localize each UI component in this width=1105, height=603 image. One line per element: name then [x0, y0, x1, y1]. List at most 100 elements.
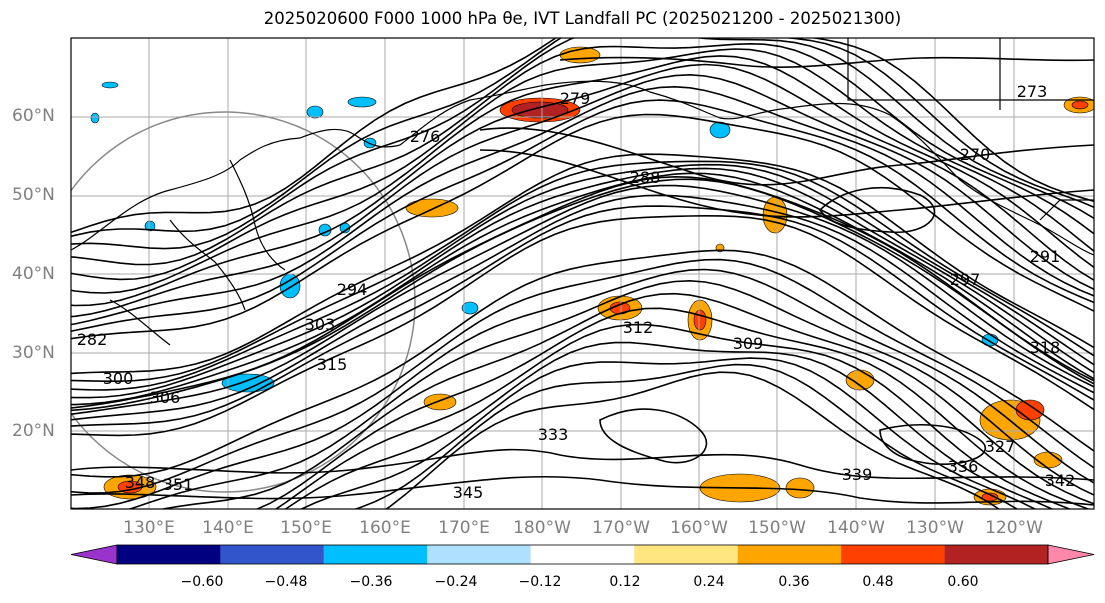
- contour-label: 342: [1045, 471, 1076, 490]
- theta-e-contour: [71, 268, 1094, 509]
- contour-label: 315: [317, 355, 348, 374]
- theta-e-contour: [559, 56, 1094, 68]
- colorbar-bin: [841, 545, 945, 564]
- contour-label: 303: [305, 315, 336, 334]
- colorbar-bin: [323, 545, 428, 564]
- landfall-region-circle: [71, 111, 416, 493]
- theta-e-contour: [479, 127, 1094, 186]
- colorbar-bin: [634, 545, 738, 564]
- contour-label: 345: [453, 483, 484, 502]
- lon-label: 170°E: [438, 518, 490, 538]
- colorbar-bins: [70, 544, 1095, 565]
- theta-e-contour: [255, 307, 1091, 509]
- colorbar-tick-label: −0.12: [518, 574, 562, 590]
- contour-label: 276: [410, 127, 441, 146]
- lon-label: 170°W: [592, 518, 650, 538]
- theta-e-contour: [71, 214, 1094, 437]
- colorbar-extend-high: [1047, 544, 1095, 565]
- coastline: [109, 299, 171, 346]
- contour-label: 273: [1017, 82, 1048, 101]
- lat-label: 30°N: [12, 343, 55, 363]
- coastline: [169, 219, 246, 311]
- colorbar-tick-label: −0.48: [264, 574, 308, 590]
- ivt-shade-patch: [90, 112, 100, 124]
- colorbar-bin: [737, 545, 842, 564]
- theta-e-contour: [71, 99, 1094, 332]
- theta-e-contour: [599, 408, 708, 464]
- lon-label: 130°E: [123, 518, 175, 538]
- theta-e-contour: [71, 48, 1094, 281]
- colorbar-tick-label: −0.24: [434, 574, 478, 590]
- contour-label: 270: [960, 145, 991, 164]
- ivt-shade-patch: [306, 105, 324, 119]
- theta-e-contour: [71, 38, 1094, 250]
- theta-e-contour: [71, 249, 1094, 478]
- theta-e-contour: [71, 55, 1094, 294]
- colorbar-tick-label: 0.36: [778, 574, 810, 590]
- theta-e-contour: [818, 187, 936, 233]
- theta-e-contour: [71, 42, 1094, 266]
- lat-label: 50°N: [12, 185, 55, 205]
- theta-e-contour: [71, 163, 1094, 391]
- theta-e-contour: [71, 175, 1094, 409]
- map-title: 2025020600 F000 1000 hPa θe, IVT Landfal…: [263, 9, 902, 28]
- theta-e-contour: [71, 448, 1094, 481]
- theta-e-contour: [274, 323, 1072, 509]
- theta-e-contour: [71, 73, 1094, 318]
- lon-label: 160°E: [359, 518, 411, 538]
- coastline: [847, 38, 1094, 101]
- lon-label: 150°E: [280, 518, 332, 538]
- lon-label: 140°E: [202, 518, 254, 538]
- theta-e-contour: [71, 153, 1094, 375]
- coastline: [71, 84, 546, 251]
- map-frame: [70, 37, 1095, 510]
- colorbar-frame: [116, 544, 1049, 565]
- theta-e-contour: [299, 357, 1037, 509]
- contour-label: 306: [150, 388, 181, 407]
- theta-e-contour: [71, 113, 1094, 340]
- colorbar-extend-low: [70, 544, 118, 565]
- theta-e-contour: [71, 258, 1094, 494]
- contour-label: 300: [103, 369, 134, 388]
- theta-e-contour: [71, 184, 1094, 415]
- ivt-shade-patch: [785, 477, 815, 499]
- lon-label: 150°W: [748, 518, 806, 538]
- contour-label: 309: [733, 334, 764, 353]
- contour-label: 348: [125, 473, 156, 492]
- coastline: [544, 80, 1094, 256]
- theta-e-contour: [284, 341, 1054, 509]
- theta-e-contour: [71, 63, 1094, 307]
- ivt-shade-patch: [461, 301, 479, 315]
- lon-label: 180°W: [513, 518, 571, 538]
- theta-e-contour: [71, 38, 1094, 234]
- ivt-shade-patch: [101, 81, 119, 89]
- theta-e-contour: [71, 160, 1094, 382]
- contour-label: 279: [560, 89, 591, 108]
- theta-e-contour: [71, 475, 1094, 506]
- colorbar-tick-label: −0.36: [349, 574, 393, 590]
- theta-e-contour: [71, 205, 1094, 427]
- lon-label: 120°W: [985, 518, 1043, 538]
- colorbar-tick-label: 0.12: [609, 574, 641, 590]
- coastline: [229, 159, 286, 271]
- theta-e-contour: [71, 194, 1094, 421]
- theta-e-contour: [127, 279, 1094, 509]
- theta-e-contour: [71, 172, 1094, 406]
- theta-e-contour: [71, 167, 1094, 399]
- contour-label: 291: [1030, 247, 1061, 266]
- theta-e-contour: [353, 363, 1019, 509]
- ivt-shade-patch: [511, 101, 569, 119]
- contour-label: 339: [842, 465, 873, 484]
- contour-label: 288: [630, 168, 661, 187]
- contour-label: 327: [985, 437, 1016, 456]
- contour-label: 336: [948, 457, 979, 476]
- theta-e-contour: [479, 149, 1094, 218]
- lat-label: 40°N: [12, 264, 55, 284]
- contour-label: 312: [623, 318, 654, 337]
- colorbar-bin: [944, 545, 1048, 564]
- ivt-shade-patch: [347, 96, 377, 108]
- colorbar-tick-label: 0.24: [693, 574, 725, 590]
- colorbar-bin: [530, 545, 635, 564]
